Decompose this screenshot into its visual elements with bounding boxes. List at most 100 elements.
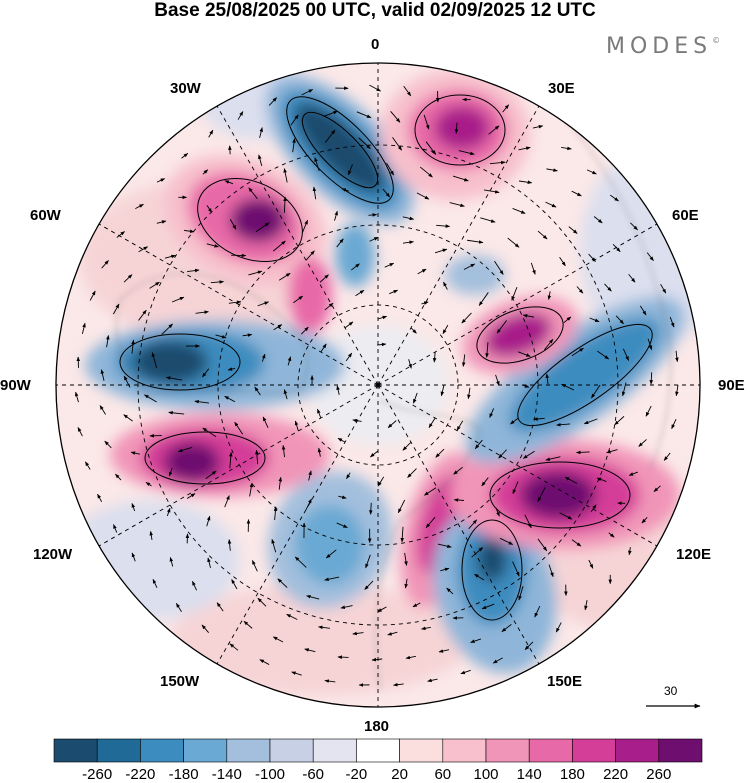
wind-arrow: [621, 382, 627, 397]
wind-arrow: [283, 168, 288, 183]
wind-arrow: [461, 312, 472, 324]
wind-arrow: [501, 623, 512, 632]
wind-arrow: [237, 111, 244, 120]
wind-arrow: [334, 210, 338, 221]
wind-arrow: [336, 238, 344, 248]
wind-arrow: [169, 556, 174, 567]
wind-arrow: [568, 226, 578, 234]
wind-arrow: [630, 222, 638, 231]
wind-arrow: [559, 512, 573, 520]
wind-arrow: [517, 351, 531, 357]
colorbar-swatch: [399, 738, 444, 763]
wind-arrow: [586, 169, 597, 175]
wind-arrow: [480, 217, 496, 223]
wind-arrow: [208, 129, 214, 138]
wind-arrow: [537, 487, 546, 502]
wind-arrow: [336, 522, 348, 529]
wind-arrow: [290, 114, 299, 126]
wind-arrow: [498, 449, 508, 459]
wind-arrow: [248, 270, 263, 276]
wind-arrow: [521, 384, 530, 388]
colorbar-swatch: [528, 738, 573, 763]
shaded-anomalies: [60, 63, 700, 695]
wind-arrow: [224, 180, 234, 185]
contour-lines: [119, 94, 653, 621]
south-pole-marker: [375, 382, 381, 388]
wind-arrow: [258, 154, 263, 167]
wind-arrow: [437, 543, 452, 549]
wind-arrow: [273, 506, 278, 521]
lon-label-60e: 60E: [672, 207, 699, 224]
wind-arrow: [564, 476, 578, 484]
wind-arrow: [369, 450, 379, 458]
wind-arrow: [434, 248, 448, 254]
wind-arrow: [576, 286, 584, 294]
colorbar-label: -220: [125, 766, 156, 783]
wind-arrow: [522, 450, 535, 459]
wind-arrow: [512, 481, 519, 495]
wind-arrow: [588, 253, 596, 262]
wind-arrow: [286, 613, 298, 620]
wind-arrow: [324, 576, 340, 581]
wind-arrow: [511, 286, 518, 301]
wind-arrow: [638, 439, 647, 447]
wind-arrow: [149, 281, 160, 289]
wind-arrow: [202, 368, 210, 378]
wind-arrow: [115, 473, 122, 481]
lon-label-120e: 120E: [676, 546, 712, 563]
wind-arrow: [546, 168, 558, 172]
wind-arrow: [135, 203, 144, 210]
colorbar-swatch: [53, 738, 98, 763]
wind-arrow: [622, 348, 630, 361]
wind-arrow: [187, 268, 200, 273]
wind-arrow: [458, 150, 475, 156]
wind-arrow: [438, 649, 450, 653]
wind-arrow: [283, 196, 287, 213]
wind-arrow: [283, 389, 288, 400]
wind-arrow: [277, 578, 288, 588]
wind-arrow: [207, 557, 211, 569]
wind-arrow: [145, 481, 152, 487]
lon-label-150w: 150W: [160, 673, 200, 690]
wind-arrow: [533, 417, 545, 421]
wind-arrow: [606, 449, 618, 454]
lon-label-180: 180: [364, 718, 390, 735]
wind-arrow: [440, 567, 450, 572]
wind-arrow: [192, 580, 197, 591]
wind-arrow: [488, 125, 500, 135]
wind-arrow: [168, 467, 173, 477]
wind-arrow: [249, 482, 254, 497]
colorbar-swatch: [356, 738, 400, 763]
wind-arrow: [485, 342, 489, 358]
wind-arrow: [495, 507, 500, 517]
wind-arrow: [356, 111, 372, 119]
wind-arrow: [97, 493, 103, 502]
wind-arrow: [106, 335, 110, 348]
wind-arrow: [341, 188, 350, 192]
wind-arrow: [425, 141, 437, 155]
wind-arrow: [413, 392, 418, 404]
wind-arrow: [84, 461, 91, 470]
lon-label-120w: 120W: [33, 546, 73, 563]
wind-arrow: [425, 516, 436, 529]
wind-arrow: [345, 352, 353, 362]
lon-label-150e: 150E: [547, 673, 583, 690]
wind-arrow: [184, 229, 195, 234]
wind-arrow: [291, 671, 302, 676]
wind-arrow: [512, 561, 520, 577]
colorbar-swatch: [96, 738, 141, 763]
lon-label-30e: 30E: [548, 80, 575, 97]
colorbar-swatch: [312, 738, 357, 763]
wind-arrow: [518, 180, 533, 184]
colorbar-swatch: [226, 738, 271, 763]
wind-arrow: [456, 420, 464, 431]
wind-arrow: [510, 417, 519, 425]
wind-arrow: [259, 127, 263, 139]
wind-arrow: [537, 538, 548, 552]
wind-arrow: [306, 595, 320, 600]
wind-arrow: [545, 201, 557, 208]
wind-arrow: [461, 354, 466, 367]
wind-arrow: [524, 514, 532, 529]
lon-label-90w: 90W: [0, 377, 31, 394]
